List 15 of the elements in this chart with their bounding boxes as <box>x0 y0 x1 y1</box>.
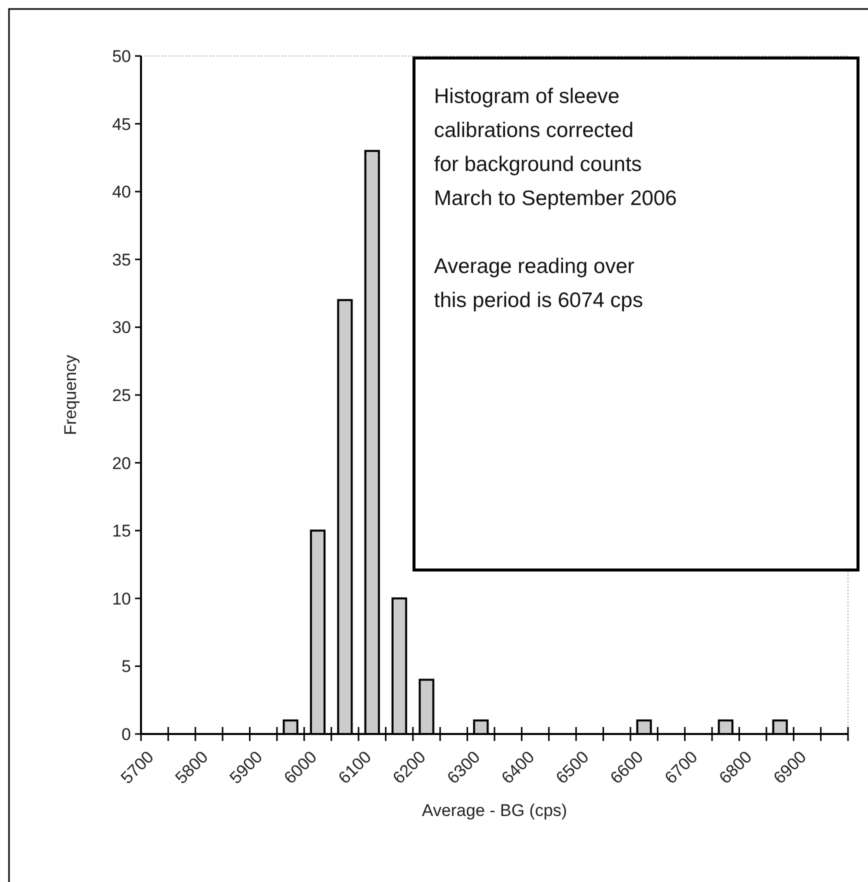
y-tick-label: 15 <box>112 522 131 541</box>
y-tick-label: 45 <box>112 114 131 134</box>
annotation: Average reading over this period is 6074 cps <box>434 255 643 312</box>
annotation: Histogram of sleeve calibrations corrected for background counts March to September 2006 <box>434 85 677 210</box>
y-tick-label: 20 <box>112 454 131 473</box>
y-tick-label: 50 <box>112 46 131 66</box>
y-tick-label: 35 <box>112 250 131 270</box>
y-tick-label: 25 <box>112 386 131 405</box>
y-axis-title: Frequency <box>61 354 80 436</box>
y-tick-label: 5 <box>122 657 131 676</box>
y-tick-label: 10 <box>112 589 131 608</box>
y-tick-label: 30 <box>112 318 131 338</box>
y-tick-label: 40 <box>112 182 131 202</box>
y-tick-label: 0 <box>122 724 131 744</box>
x-axis-title: Average - BG (cps) <box>422 801 568 820</box>
